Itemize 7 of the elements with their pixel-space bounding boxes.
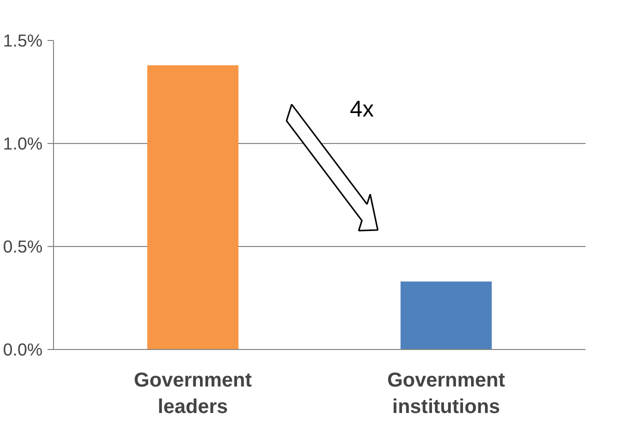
x-tick-label: Government institutions: [387, 370, 506, 418]
y-tick-label: 1.5%: [3, 30, 43, 50]
y-tick-label: 0.5%: [3, 236, 43, 256]
annotation: 4x: [350, 95, 374, 122]
x-tick-label: Government leaders: [134, 370, 252, 418]
y-tick-label: 1.0%: [3, 134, 43, 154]
y-tick-label: 0.0%: [3, 340, 43, 360]
